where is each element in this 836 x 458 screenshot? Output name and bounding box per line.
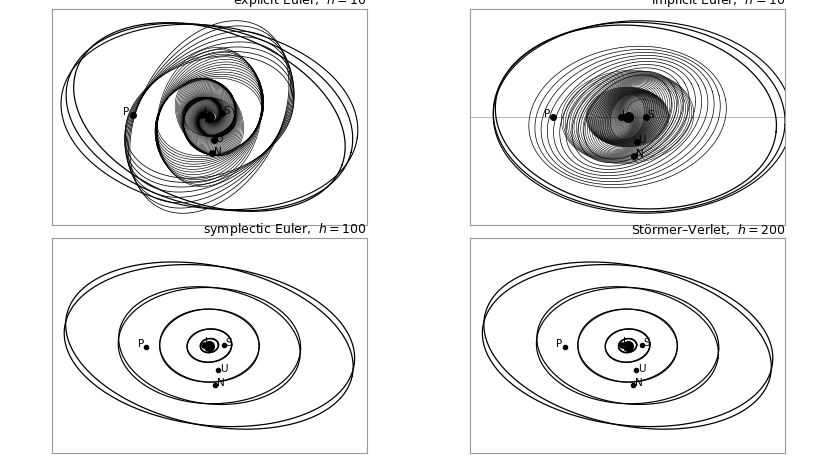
Text: N: N [635,149,643,159]
Text: J: J [204,337,207,347]
Text: U: U [637,364,645,374]
Text: U: U [216,134,222,144]
Text: P: P [123,107,130,117]
Text: J: J [203,107,206,117]
Text: U: U [219,364,227,374]
Text: implicit Euler,  $h = 10$: implicit Euler, $h = 10$ [650,0,784,9]
Text: S: S [646,110,653,120]
Text: S: S [223,106,230,116]
Text: U: U [638,135,645,145]
Text: explicit Euler,  $h = 10$: explicit Euler, $h = 10$ [233,0,366,9]
Text: P: P [138,339,144,349]
Text: S: S [225,338,232,348]
Text: symplectic Euler,  $h = 100$: symplectic Euler, $h = 100$ [203,221,366,238]
Text: J: J [622,337,624,347]
Text: P: P [556,339,562,349]
Text: Störmer–Verlet,  $h = 200$: Störmer–Verlet, $h = 200$ [630,222,784,237]
Text: J: J [621,109,624,120]
Text: S: S [643,338,650,348]
Text: N: N [214,147,222,157]
Text: N: N [635,378,642,388]
Text: P: P [543,109,549,119]
Text: N: N [217,378,225,388]
